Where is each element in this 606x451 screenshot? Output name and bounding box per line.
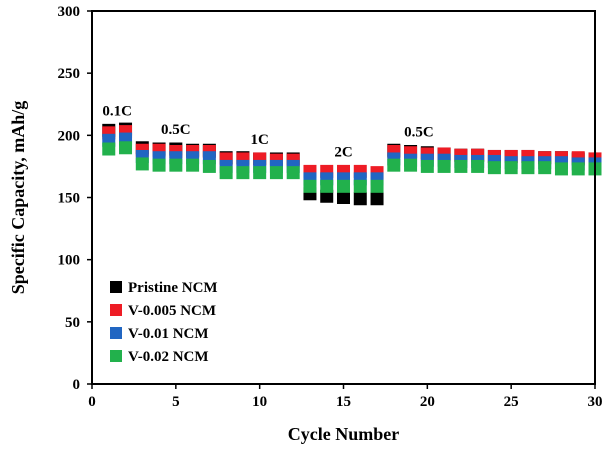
marker-v-0-02-ncm-cycle-7 bbox=[202, 159, 216, 173]
x-tick-label: 25 bbox=[504, 394, 519, 410]
marker-v-0-02-ncm-cycle-2 bbox=[119, 141, 133, 155]
marker-pristine-ncm-cycle-17 bbox=[370, 192, 384, 206]
rate-label: 2C bbox=[334, 144, 352, 160]
marker-v-0-02-ncm-cycle-12 bbox=[286, 166, 300, 180]
y-tick-label: 300 bbox=[58, 4, 81, 20]
marker-v-0-02-ncm-cycle-8 bbox=[219, 166, 233, 180]
x-tick-label: 5 bbox=[172, 394, 180, 410]
y-tick-label: 250 bbox=[58, 66, 81, 82]
marker-v-0-02-ncm-cycle-20 bbox=[420, 159, 434, 173]
legend-swatch-v-0-005-ncm bbox=[110, 304, 122, 316]
legend-label-v-0-005-ncm: V-0.005 NCM bbox=[128, 303, 216, 319]
x-tick-label: 30 bbox=[588, 394, 603, 410]
marker-v-0-02-ncm-cycle-5 bbox=[169, 158, 183, 172]
legend-label-v-0-02-ncm: V-0.02 NCM bbox=[128, 349, 209, 365]
marker-v-0-02-ncm-cycle-19 bbox=[404, 158, 418, 172]
marker-v-0-02-ncm-cycle-21 bbox=[437, 159, 451, 173]
marker-v-0-02-ncm-cycle-1 bbox=[102, 142, 116, 156]
marker-v-0-02-ncm-cycle-18 bbox=[387, 158, 401, 172]
marker-v-0-02-ncm-cycle-3 bbox=[135, 157, 149, 171]
rate-label: 0.1C bbox=[102, 103, 132, 119]
y-tick-label: 0 bbox=[73, 377, 81, 393]
legend-label-pristine-ncm: Pristine NCM bbox=[128, 280, 218, 296]
marker-v-0-02-ncm-cycle-9 bbox=[236, 166, 250, 180]
y-tick-label: 200 bbox=[58, 128, 81, 144]
rate-label: 0.5C bbox=[404, 125, 434, 141]
marker-v-0-02-ncm-cycle-27 bbox=[538, 161, 552, 175]
marker-v-0-02-ncm-cycle-13 bbox=[303, 179, 317, 193]
x-axis-title: Cycle Number bbox=[288, 424, 399, 444]
marker-v-0-02-ncm-cycle-22 bbox=[454, 159, 468, 173]
y-tick-label: 50 bbox=[65, 315, 80, 331]
marker-v-0-02-ncm-cycle-23 bbox=[471, 159, 485, 173]
x-tick-label: 10 bbox=[252, 394, 267, 410]
legend-swatch-v-0-01-ncm bbox=[110, 327, 122, 339]
marker-v-0-02-ncm-cycle-4 bbox=[152, 158, 166, 172]
y-axis-title: Specific Capacity, mAh/g bbox=[8, 101, 28, 295]
marker-v-0-02-ncm-cycle-14 bbox=[320, 179, 334, 193]
y-tick-label: 100 bbox=[58, 253, 81, 269]
rate-label: 0.5C bbox=[161, 122, 191, 138]
y-tick-label: 150 bbox=[58, 191, 81, 207]
legend-label-v-0-01-ncm: V-0.01 NCM bbox=[128, 326, 209, 342]
x-tick-label: 20 bbox=[420, 394, 435, 410]
marker-v-0-02-ncm-cycle-29 bbox=[571, 162, 585, 176]
rate-annotations: 0.1C 0.5C 1C 2C 0.5C bbox=[102, 103, 433, 160]
legend-swatch-pristine-ncm bbox=[110, 281, 122, 293]
marker-pristine-ncm-cycle-14 bbox=[320, 189, 334, 203]
marker-v-0-02-ncm-cycle-26 bbox=[521, 161, 535, 175]
marker-v-0-02-ncm-cycle-25 bbox=[504, 161, 518, 175]
x-tick-label: 0 bbox=[88, 394, 96, 410]
rate-label: 1C bbox=[250, 132, 268, 148]
legend: Pristine NCM V-0.005 NCM V-0.01 NCM V-0.02 … bbox=[110, 280, 218, 365]
marker-v-0-02-ncm-cycle-16 bbox=[353, 179, 367, 193]
marker-pristine-ncm-cycle-15 bbox=[337, 191, 350, 204]
marker-v-0-02-ncm-cycle-28 bbox=[554, 162, 568, 176]
x-tick-label: 15 bbox=[336, 394, 351, 410]
marker-v-0-02-ncm-cycle-15 bbox=[337, 179, 350, 193]
marker-v-0-02-ncm-cycle-11 bbox=[269, 166, 283, 180]
marker-v-0-02-ncm-cycle-24 bbox=[487, 161, 501, 175]
marker-pristine-ncm-cycle-16 bbox=[353, 192, 367, 206]
marker-v-0-02-ncm-cycle-6 bbox=[186, 158, 200, 172]
legend-swatch-v-0-02-ncm bbox=[110, 350, 122, 362]
marker-v-0-02-ncm-cycle-10 bbox=[253, 166, 267, 180]
marker-v-0-02-ncm-cycle-17 bbox=[370, 179, 384, 193]
